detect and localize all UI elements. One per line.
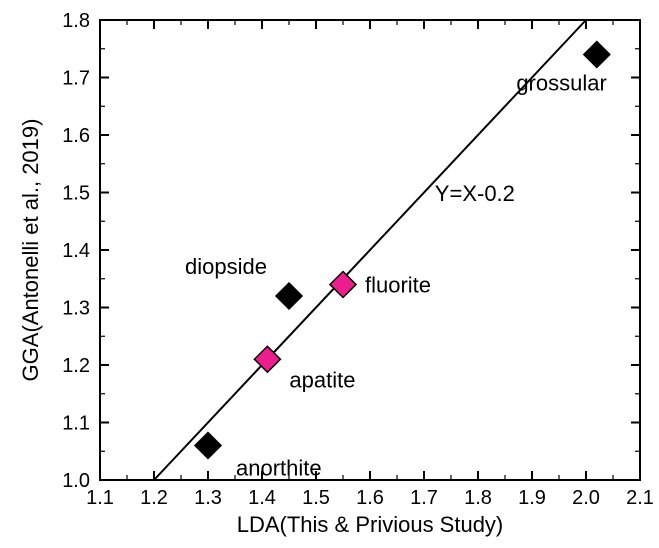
y-tick-label: 1.4 [62,240,90,262]
x-tick-label: 1.1 [86,487,114,509]
y-tick-label: 1.2 [62,355,90,377]
x-tick-label: 1.4 [248,487,276,509]
x-tick-label: 1.5 [302,487,330,509]
x-axis-title: LDA(This & Privious Study) [237,512,504,537]
y-tick-label: 1.8 [62,10,90,32]
chart-svg: 1.11.21.31.41.51.61.71.81.92.02.11.01.11… [0,0,659,548]
x-tick-label: 1.9 [518,487,546,509]
y-tick-label: 1.3 [62,298,90,320]
data-point-label: grossular [516,71,606,96]
x-tick-label: 1.3 [194,487,222,509]
y-tick-label: 1.6 [62,125,90,147]
data-point-label: fluorite [365,273,431,298]
x-tick-label: 1.2 [140,487,168,509]
x-tick-label: 1.7 [410,487,438,509]
data-point-label: diopside [185,254,267,279]
y-tick-label: 1.0 [62,470,90,492]
y-tick-label: 1.5 [62,183,90,205]
data-point-label: anorthite [236,456,322,481]
x-tick-label: 1.6 [356,487,384,509]
y-tick-label: 1.7 [62,68,90,90]
equation-label: Y=X-0.2 [435,181,515,206]
x-tick-label: 2.1 [626,487,654,509]
y-axis-title: GGA(Antonelli et al., 2019) [18,119,43,382]
data-point-label: apatite [289,367,355,392]
scatter-chart: 1.11.21.31.41.51.61.71.81.92.02.11.01.11… [0,0,659,548]
y-tick-label: 1.1 [62,413,90,435]
x-tick-label: 2.0 [572,487,600,509]
x-tick-label: 1.8 [464,487,492,509]
